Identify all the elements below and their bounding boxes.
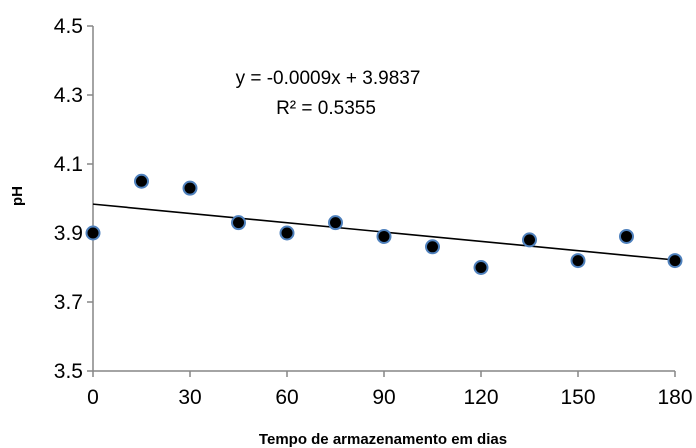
data-point (328, 215, 343, 231)
y-tick-label: 4.1 (54, 153, 83, 176)
data-point (134, 173, 149, 189)
trendline-equation: y = -0.0009x + 3.9837 (236, 68, 421, 89)
x-tick-label: 90 (372, 386, 395, 409)
data-point (376, 228, 392, 244)
r-squared-label: R² = 0.5355 (276, 98, 376, 119)
x-tick-label: 180 (657, 386, 692, 409)
data-point (473, 260, 489, 275)
data-point (667, 253, 683, 269)
data-point (619, 228, 634, 244)
data-point (231, 215, 246, 231)
x-tick-labels: 0 30 60 90 120 150 180 (87, 386, 692, 409)
data-point (425, 239, 440, 255)
x-tick-marks (92, 371, 676, 377)
data-point (522, 232, 537, 248)
y-tick-label: 3.5 (54, 360, 83, 383)
x-tick-label: 150 (560, 386, 595, 409)
data-point (85, 225, 101, 241)
y-tick-label: 3.9 (54, 222, 83, 245)
y-tick-label: 4.5 (54, 15, 83, 38)
x-axis-title: Tempo de armazenamento em dias (259, 431, 507, 448)
y-tick-label: 3.7 (54, 291, 83, 314)
y-tick-marks (87, 25, 93, 372)
x-tick-label: 60 (275, 386, 298, 409)
x-tick-label: 120 (463, 386, 498, 409)
data-point (279, 225, 295, 241)
y-tick-labels: 4.5 4.3 4.1 3.9 3.7 3.5 (54, 15, 83, 383)
data-points (85, 173, 683, 275)
y-tick-label: 4.3 (54, 84, 83, 107)
x-tick-label: 30 (178, 386, 201, 409)
data-point (182, 180, 198, 196)
x-tick-label: 0 (87, 386, 99, 409)
data-point (570, 253, 586, 269)
y-axis-title: pH (9, 186, 26, 206)
